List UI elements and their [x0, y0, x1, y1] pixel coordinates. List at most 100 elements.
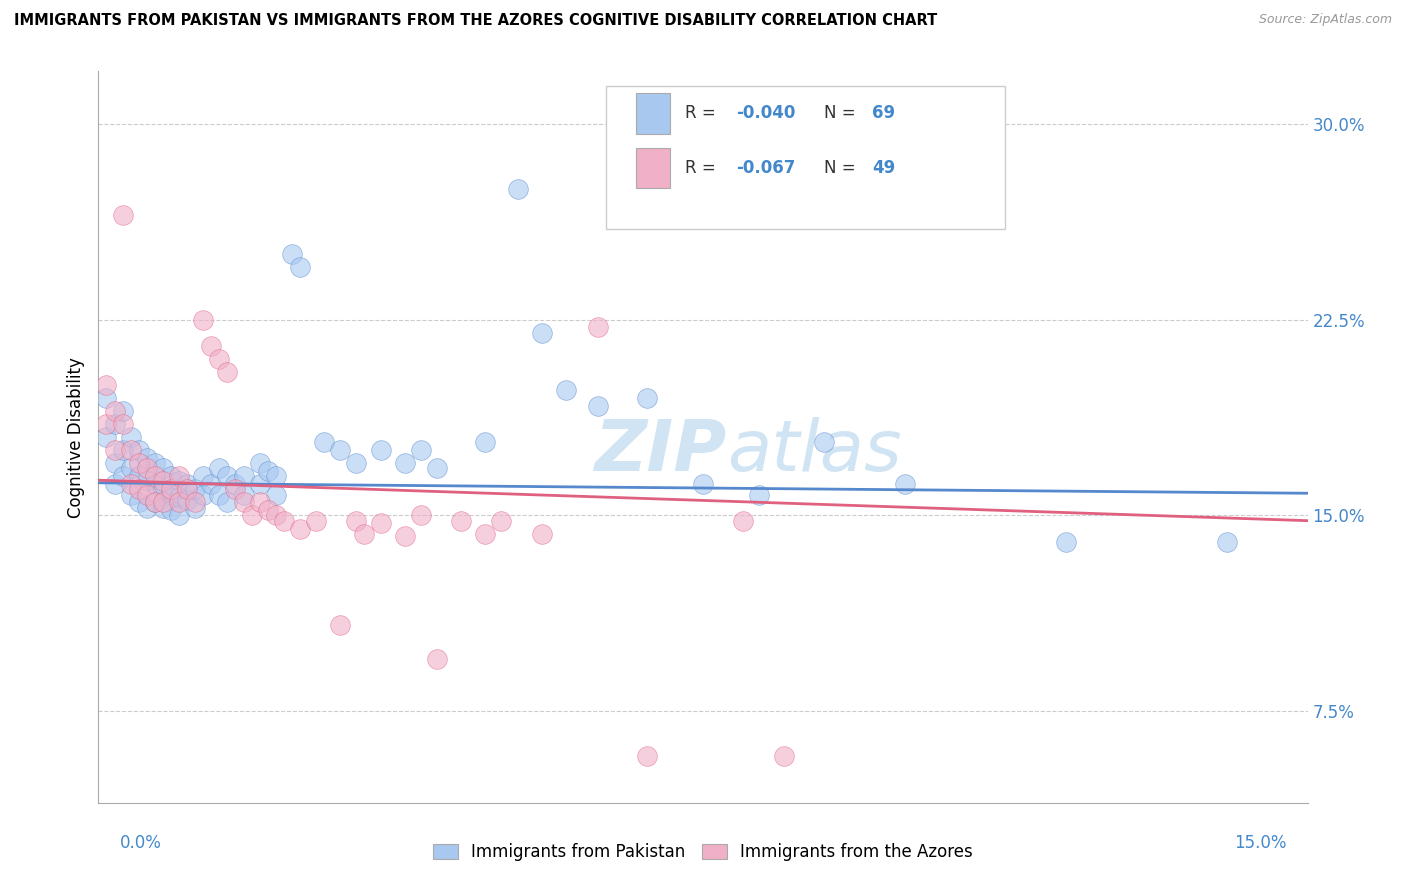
Legend: Immigrants from Pakistan, Immigrants from the Azores: Immigrants from Pakistan, Immigrants fro… — [426, 837, 980, 868]
Point — [264, 469, 287, 483]
Point — [152, 461, 174, 475]
Point — [160, 503, 183, 517]
Point — [167, 495, 190, 509]
Point — [103, 456, 125, 470]
Point — [249, 495, 271, 509]
FancyBboxPatch shape — [606, 86, 1005, 228]
Text: -0.040: -0.040 — [735, 104, 794, 122]
Point — [143, 456, 166, 470]
Text: -0.067: -0.067 — [735, 160, 794, 178]
Point — [224, 483, 246, 497]
Point — [232, 487, 254, 501]
Point — [184, 495, 207, 509]
Point — [491, 514, 513, 528]
Point — [409, 443, 432, 458]
Point — [370, 516, 392, 531]
Point — [394, 456, 416, 470]
Point — [232, 469, 254, 483]
Point — [748, 487, 770, 501]
Point — [249, 477, 271, 491]
Text: 15.0%: 15.0% — [1234, 834, 1286, 852]
Point — [1216, 534, 1239, 549]
Point — [167, 508, 190, 523]
Point — [135, 450, 157, 465]
Point — [1054, 534, 1077, 549]
Point — [288, 260, 311, 275]
Point — [111, 443, 134, 458]
Point — [314, 435, 336, 450]
Point — [217, 365, 239, 379]
FancyBboxPatch shape — [637, 94, 671, 134]
Text: R =: R = — [685, 160, 721, 178]
Point — [249, 456, 271, 470]
Point — [530, 526, 553, 541]
Point — [135, 475, 157, 489]
Point — [152, 500, 174, 515]
Point — [506, 182, 529, 196]
Point — [128, 456, 150, 470]
Point — [120, 461, 142, 475]
Point — [160, 487, 183, 501]
Text: 0.0%: 0.0% — [120, 834, 162, 852]
Point — [167, 490, 190, 504]
Point — [281, 247, 304, 261]
Y-axis label: Cognitive Disability: Cognitive Disability — [66, 357, 84, 517]
Point — [636, 391, 658, 405]
Point — [586, 320, 609, 334]
Point — [103, 417, 125, 431]
Point — [103, 477, 125, 491]
Point — [893, 477, 915, 491]
Point — [353, 526, 375, 541]
Point — [96, 430, 118, 444]
Point — [200, 477, 222, 491]
Point — [96, 417, 118, 431]
Point — [208, 351, 231, 366]
Point — [264, 487, 287, 501]
Point — [96, 377, 118, 392]
Point — [692, 477, 714, 491]
Point — [152, 495, 174, 509]
Point — [160, 469, 183, 483]
Point — [111, 404, 134, 418]
Point — [208, 487, 231, 501]
Text: 69: 69 — [872, 104, 896, 122]
Point — [135, 487, 157, 501]
Point — [329, 618, 352, 632]
Point — [474, 435, 496, 450]
Point — [152, 475, 174, 489]
Point — [111, 469, 134, 483]
FancyBboxPatch shape — [637, 148, 671, 188]
Point — [273, 514, 295, 528]
Point — [128, 483, 150, 497]
Text: N =: N = — [824, 104, 860, 122]
Point — [232, 495, 254, 509]
Point — [264, 508, 287, 523]
Text: atlas: atlas — [727, 417, 901, 486]
Point — [143, 477, 166, 491]
Point — [344, 456, 367, 470]
Point — [256, 503, 278, 517]
Point — [120, 477, 142, 491]
Point — [120, 487, 142, 501]
Point — [143, 495, 166, 509]
Text: R =: R = — [685, 104, 721, 122]
Point — [240, 508, 263, 523]
Point — [128, 469, 150, 483]
Point — [176, 492, 198, 507]
Text: IMMIGRANTS FROM PAKISTAN VS IMMIGRANTS FROM THE AZORES COGNITIVE DISABILITY CORR: IMMIGRANTS FROM PAKISTAN VS IMMIGRANTS F… — [14, 13, 938, 29]
Point — [167, 475, 190, 489]
Point — [160, 483, 183, 497]
Point — [636, 748, 658, 763]
Point — [733, 514, 755, 528]
Point — [370, 443, 392, 458]
Point — [224, 477, 246, 491]
Point — [426, 461, 449, 475]
Text: 49: 49 — [872, 160, 896, 178]
Point — [555, 383, 578, 397]
Point — [184, 483, 207, 497]
Point — [208, 461, 231, 475]
Point — [193, 487, 215, 501]
Point — [111, 208, 134, 222]
Point — [193, 469, 215, 483]
Point — [120, 443, 142, 458]
